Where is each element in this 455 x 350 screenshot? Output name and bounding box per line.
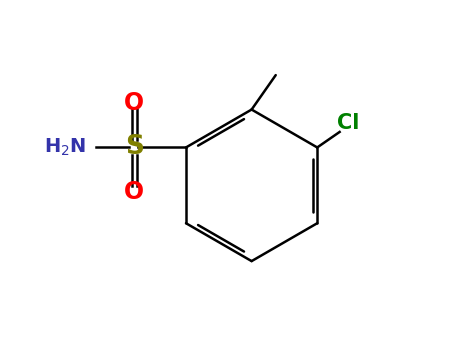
Text: O: O [124,180,144,204]
Text: H$_2$N: H$_2$N [44,137,86,158]
Text: Cl: Cl [337,113,359,133]
Text: O: O [124,91,144,115]
Text: S: S [125,134,144,160]
